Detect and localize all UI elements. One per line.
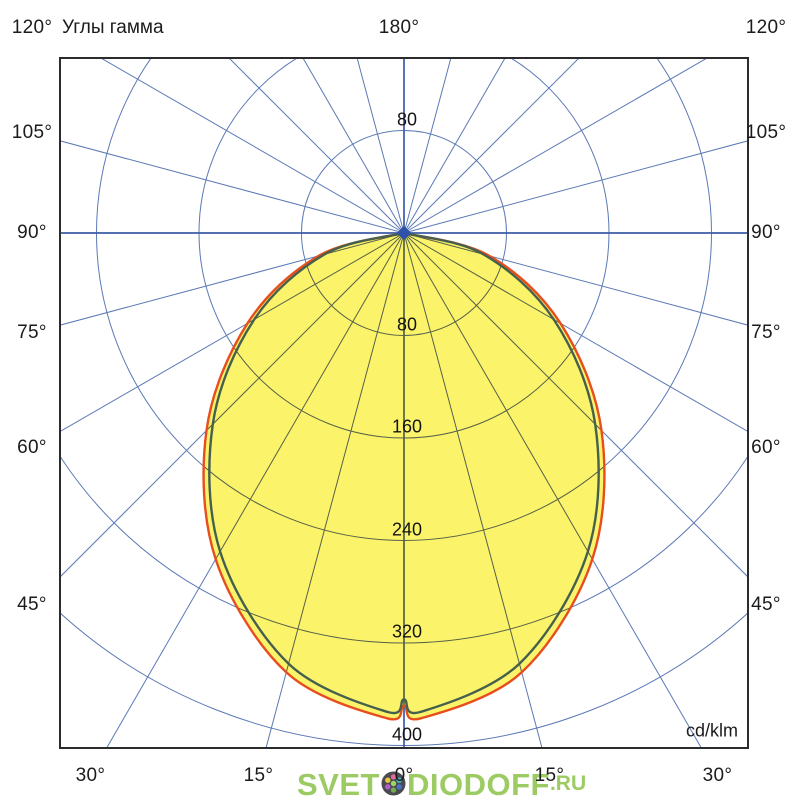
watermark-text-after: DIODOFF bbox=[406, 767, 550, 800]
gamma-angle-label-right: 75° bbox=[751, 321, 781, 343]
gamma-angle-label-bottom: 30° bbox=[75, 765, 106, 786]
ring-value-label: 240 bbox=[391, 519, 423, 539]
gamma-angle-label-right: 105° bbox=[745, 122, 787, 144]
gamma-angle-label-right: 45° bbox=[751, 594, 781, 615]
gamma-angle-label-left: 75° bbox=[17, 321, 47, 343]
ring-value-label: 160 bbox=[391, 416, 423, 437]
gamma-angle-label-right: 90° bbox=[751, 222, 781, 243]
chart-title: Углы гамма bbox=[62, 17, 164, 38]
gamma-angle-label-right: 120° bbox=[745, 17, 787, 38]
gamma-angle-label-bottom: 15° bbox=[534, 765, 565, 786]
unit-label: cd/klm bbox=[685, 720, 738, 741]
curve-c0-c180 bbox=[202, 231, 606, 721]
gamma-angle-label-bottom: 30° bbox=[702, 765, 733, 786]
watermark-tld: .RU bbox=[549, 772, 587, 795]
gamma-angle-label-left: 120° bbox=[11, 17, 53, 38]
gamma-angle-label-left: 105° bbox=[11, 122, 53, 144]
ring-value-label: 320 bbox=[391, 621, 423, 642]
curve-c90-c270 bbox=[208, 231, 600, 715]
ring-value-label: 80 bbox=[396, 109, 418, 129]
ring-value-label: 400 bbox=[391, 724, 423, 744]
watermark: SVET DIODOFF .RU bbox=[297, 767, 587, 800]
gamma-angle-label-left: 45° bbox=[17, 594, 47, 615]
gamma-angle-label-bottom: 0° bbox=[394, 765, 414, 786]
watermark-text-before: SVET bbox=[297, 767, 380, 800]
gamma-angle-label-right: 60° bbox=[751, 436, 781, 458]
svetodiodoff-logo-icon bbox=[381, 771, 406, 796]
gamma-angle-label-left: 60° bbox=[17, 436, 47, 458]
gamma-angle-label-bottom: 15° bbox=[243, 765, 274, 786]
ring-value-label: 80 bbox=[396, 314, 418, 334]
gamma-angle-label-top: 180° bbox=[378, 17, 420, 38]
gamma-angle-label-left: 90° bbox=[17, 222, 47, 243]
polar-origin-marker bbox=[396, 225, 412, 241]
